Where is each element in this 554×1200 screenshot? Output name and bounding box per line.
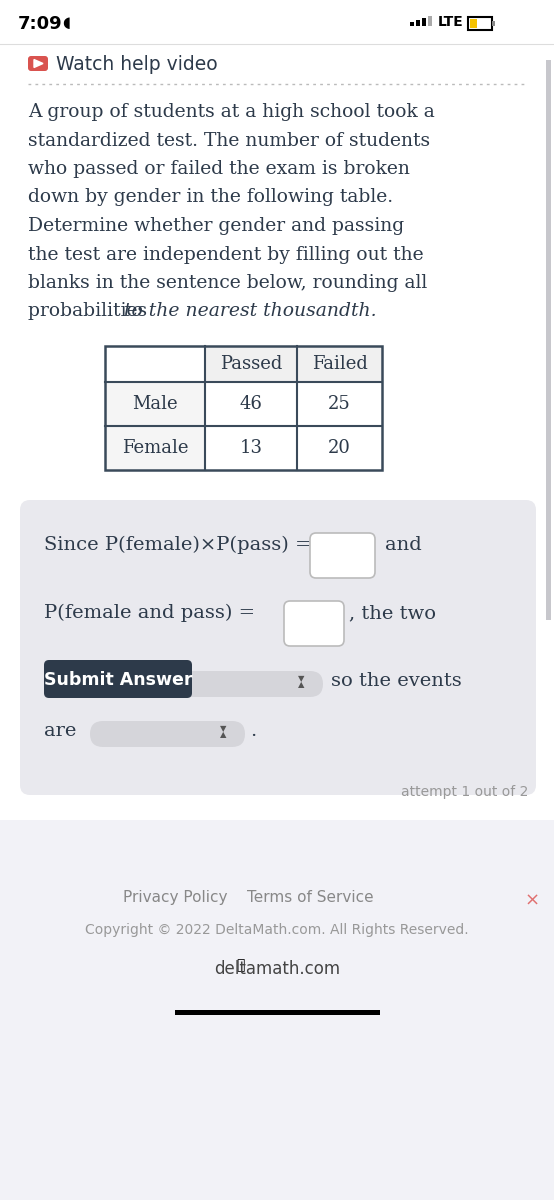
Text: ▲: ▲ bbox=[220, 731, 226, 739]
Bar bbox=[492, 20, 495, 26]
Text: the test are independent by filling out the: the test are independent by filling out … bbox=[28, 246, 424, 264]
FancyBboxPatch shape bbox=[44, 660, 192, 698]
Text: Failed: Failed bbox=[311, 355, 367, 373]
Text: 13: 13 bbox=[239, 439, 263, 457]
FancyBboxPatch shape bbox=[28, 56, 48, 71]
Text: Copyright © 2022 DeltaMath.com. All Rights Reserved.: Copyright © 2022 DeltaMath.com. All Righ… bbox=[85, 923, 469, 937]
Text: and: and bbox=[385, 536, 422, 554]
Text: 25: 25 bbox=[328, 395, 351, 413]
Text: Terms of Service: Terms of Service bbox=[247, 890, 373, 905]
Text: 46: 46 bbox=[239, 395, 263, 413]
Bar bbox=[0, 820, 554, 1200]
Text: probabilities: probabilities bbox=[28, 302, 153, 320]
FancyBboxPatch shape bbox=[90, 721, 245, 746]
Text: ×: × bbox=[525, 892, 540, 910]
Text: who passed or failed the exam is broken: who passed or failed the exam is broken bbox=[28, 160, 410, 178]
Bar bbox=[470, 19, 477, 28]
Text: ▲: ▲ bbox=[297, 680, 304, 690]
Bar bbox=[105, 346, 382, 470]
Text: , the two: , the two bbox=[349, 604, 436, 622]
Bar bbox=[105, 382, 205, 470]
Text: ▼: ▼ bbox=[220, 725, 226, 733]
Text: Privacy Policy: Privacy Policy bbox=[123, 890, 227, 905]
Bar bbox=[410, 22, 414, 26]
Text: Passed: Passed bbox=[220, 355, 282, 373]
Text: 🔒: 🔒 bbox=[236, 958, 244, 972]
Text: P(female and pass) =: P(female and pass) = bbox=[44, 604, 255, 623]
Text: results are: results are bbox=[44, 672, 150, 690]
Text: .: . bbox=[250, 722, 257, 740]
Bar bbox=[205, 346, 382, 382]
Bar bbox=[546, 60, 551, 620]
Text: standardized test. The number of students: standardized test. The number of student… bbox=[28, 132, 430, 150]
Bar bbox=[422, 18, 426, 26]
Text: Male: Male bbox=[132, 395, 178, 413]
Polygon shape bbox=[34, 60, 43, 67]
Text: LTE: LTE bbox=[438, 14, 464, 29]
FancyBboxPatch shape bbox=[20, 500, 536, 794]
Bar bbox=[468, 17, 492, 30]
Text: 7:09: 7:09 bbox=[18, 14, 63, 32]
Text: blanks in the sentence below, rounding all: blanks in the sentence below, rounding a… bbox=[28, 274, 427, 292]
Text: down by gender in the following table.: down by gender in the following table. bbox=[28, 188, 393, 206]
Text: Female: Female bbox=[122, 439, 188, 457]
Text: attempt 1 out of 2: attempt 1 out of 2 bbox=[401, 785, 528, 799]
Bar bbox=[416, 20, 420, 26]
Text: Submit Answer: Submit Answer bbox=[44, 671, 192, 689]
Text: 20: 20 bbox=[328, 439, 351, 457]
Text: ▼: ▼ bbox=[297, 674, 304, 684]
FancyBboxPatch shape bbox=[310, 533, 375, 578]
Bar bbox=[428, 16, 432, 26]
Text: to the nearest thousandth.: to the nearest thousandth. bbox=[124, 302, 377, 320]
FancyBboxPatch shape bbox=[168, 671, 323, 697]
Text: deltamath.com: deltamath.com bbox=[214, 960, 340, 978]
Text: Since P(female)×P(pass) =: Since P(female)×P(pass) = bbox=[44, 536, 311, 554]
Bar bbox=[175, 1010, 380, 1015]
Text: ◖: ◖ bbox=[62, 14, 70, 30]
Text: Determine whether gender and passing: Determine whether gender and passing bbox=[28, 217, 404, 235]
Text: are: are bbox=[44, 722, 76, 740]
Text: A group of students at a high school took a: A group of students at a high school too… bbox=[28, 103, 435, 121]
Text: Watch help video: Watch help video bbox=[56, 55, 218, 74]
FancyBboxPatch shape bbox=[284, 601, 344, 646]
Text: so the events: so the events bbox=[331, 672, 461, 690]
Bar bbox=[105, 346, 382, 470]
